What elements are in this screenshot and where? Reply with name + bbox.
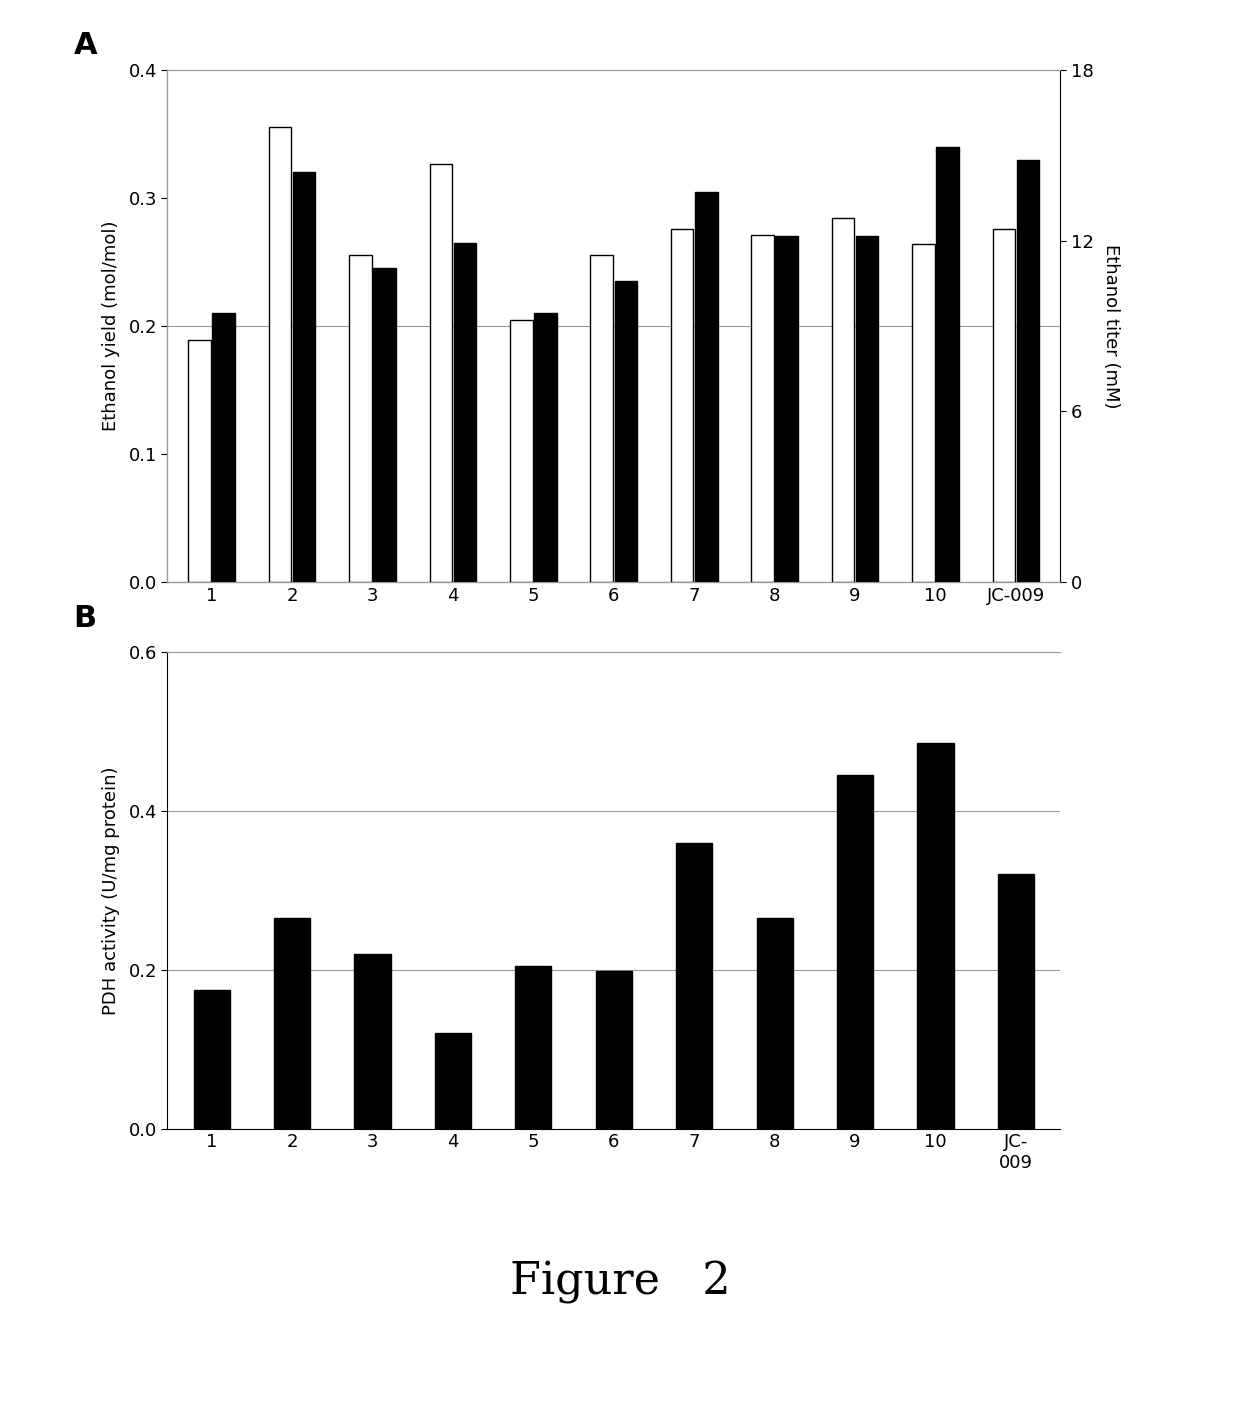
Bar [429, 164, 453, 582]
Bar [615, 282, 637, 582]
Y-axis label: PDH activity (U/mg protein): PDH activity (U/mg protein) [102, 765, 120, 1015]
Bar [1017, 160, 1039, 582]
Bar [293, 172, 315, 582]
Bar [350, 255, 372, 582]
Bar [918, 743, 954, 1129]
Bar [676, 843, 712, 1129]
Bar [590, 255, 613, 582]
Bar [373, 268, 396, 582]
Bar [751, 236, 774, 582]
Text: Figure   2: Figure 2 [510, 1262, 730, 1304]
Bar [193, 990, 229, 1129]
Bar [435, 1033, 471, 1129]
Bar [998, 875, 1034, 1129]
Bar [516, 966, 552, 1129]
Bar [274, 918, 310, 1129]
Bar [913, 244, 935, 582]
Bar [775, 237, 799, 582]
Bar [832, 217, 854, 582]
Bar [856, 237, 878, 582]
Y-axis label: Ethanol titer (mM): Ethanol titer (mM) [1102, 244, 1120, 408]
Y-axis label: Ethanol yield (mol/mol): Ethanol yield (mol/mol) [102, 220, 120, 432]
Bar [534, 313, 557, 582]
Bar [993, 230, 1016, 582]
Bar [188, 341, 211, 582]
Bar [671, 230, 693, 582]
Bar [454, 243, 476, 582]
Bar [696, 192, 718, 582]
Bar [355, 953, 391, 1129]
Bar [510, 320, 532, 582]
Bar [269, 128, 291, 582]
Bar [756, 918, 792, 1129]
Bar [936, 147, 959, 582]
Bar [595, 972, 632, 1129]
Bar [212, 313, 234, 582]
Bar [837, 775, 873, 1129]
Text: A: A [73, 31, 97, 60]
Text: B: B [73, 604, 97, 632]
